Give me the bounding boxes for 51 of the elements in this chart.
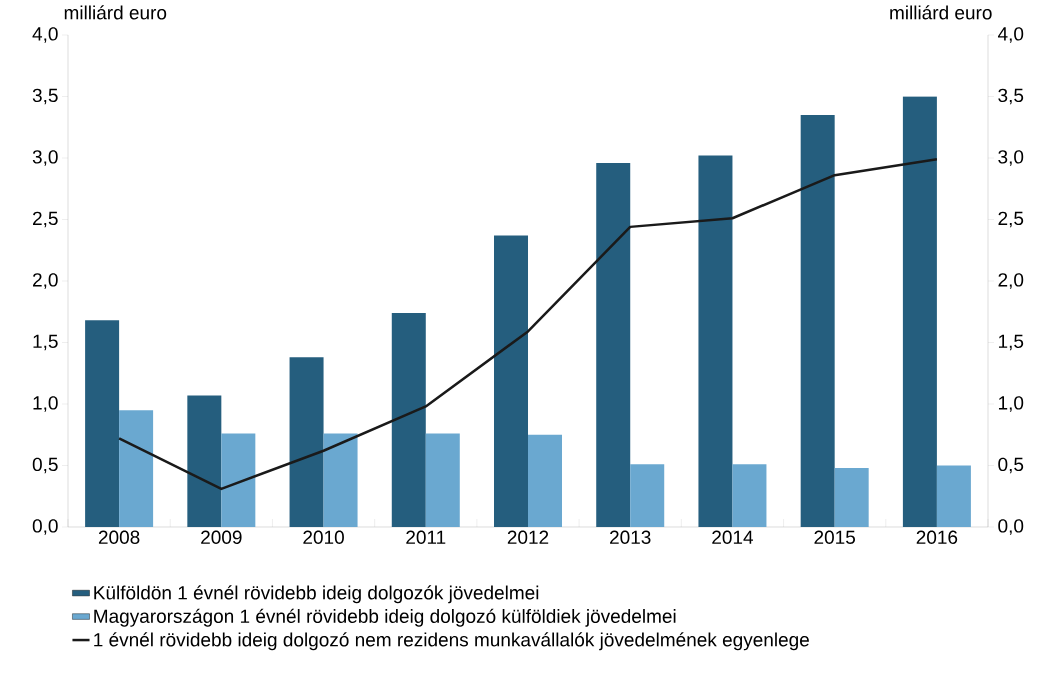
- bar: [800, 114, 835, 527]
- y2-tick-label: 0,0: [32, 519, 58, 535]
- x-tick-label: 2008: [98, 530, 140, 544]
- bar: [936, 465, 971, 527]
- x-tick-label: 2009: [201, 530, 242, 544]
- y-tick-label: 2,5: [998, 211, 1024, 228]
- bar: [289, 357, 324, 527]
- x-tick-label: 2012: [507, 530, 549, 544]
- x-tick-label: 2010: [303, 530, 344, 544]
- bar: [391, 312, 426, 527]
- legend-label: 1 évnél rövidebb ideig dolgozó nem rezidens munkavállalók jövedelmének egyenlege: [94, 632, 809, 651]
- bar: [528, 434, 563, 527]
- bar: [323, 433, 358, 527]
- x-tick-label: 2014: [712, 530, 754, 544]
- x-tick-label: 2016: [916, 530, 958, 544]
- y-tick-label: 0,0: [998, 519, 1024, 535]
- y2-tick-label: 3,5: [32, 88, 58, 105]
- y2-tick-label: 4,0: [32, 27, 58, 43]
- bar: [221, 433, 256, 527]
- y2-tick-label: 1,0: [33, 396, 58, 412]
- y2-tick-label: 0,5: [32, 457, 58, 474]
- y-tick-label: 0,5: [998, 457, 1024, 474]
- y-tick-label: 4,0: [997, 27, 1024, 43]
- y-tick-label: 3,0: [998, 150, 1024, 166]
- bar: [85, 320, 120, 527]
- y-tick-label: 1,5: [998, 334, 1024, 351]
- text: milliárd euro: [64, 5, 167, 20]
- bar: [698, 155, 733, 527]
- y2-tick-label: 3,0: [32, 150, 58, 166]
- y-tick-label: 3,5: [998, 88, 1024, 105]
- legend-label: Magyarországon 1 évnél rövidebb ideig dolgozó külföldiek jövedelmei: [94, 608, 676, 627]
- y2-tick-label: 2,0: [33, 273, 58, 289]
- bar: [596, 162, 631, 527]
- y-tick-label: 2,0: [998, 273, 1024, 289]
- y2-tick-label: 2,5: [33, 211, 58, 228]
- y2-tick-label: 1,5: [33, 334, 58, 351]
- legend-label: Külföldön 1 évnél rövidebb ideig dolgozók jövedelmei: [94, 585, 539, 604]
- bar: [425, 433, 460, 527]
- bar: [902, 96, 937, 527]
- x-tick-label: 2011: [406, 530, 446, 544]
- bar: [187, 395, 222, 527]
- x-tick-label: 2013: [610, 530, 651, 544]
- text: milliárd euro: [890, 5, 992, 20]
- line-series: [117, 157, 939, 491]
- bar: [119, 410, 154, 527]
- bar: [834, 467, 869, 527]
- bar: [630, 464, 665, 527]
- bar: [732, 464, 767, 527]
- y-tick-label: 1,0: [998, 396, 1024, 412]
- x-tick-label: 2015: [814, 530, 855, 544]
- bar: [494, 235, 529, 527]
